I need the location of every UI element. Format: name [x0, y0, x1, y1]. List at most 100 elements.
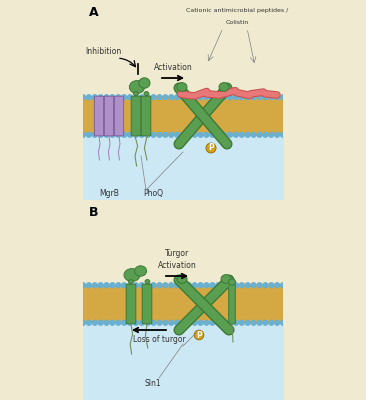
Circle shape — [193, 320, 197, 325]
Circle shape — [234, 132, 238, 137]
Circle shape — [110, 95, 115, 100]
Circle shape — [222, 95, 227, 100]
FancyBboxPatch shape — [229, 284, 235, 324]
Circle shape — [210, 132, 215, 137]
Circle shape — [245, 320, 250, 325]
Circle shape — [210, 283, 215, 288]
Circle shape — [187, 95, 191, 100]
Circle shape — [104, 320, 109, 325]
Circle shape — [198, 132, 203, 137]
Circle shape — [257, 283, 262, 288]
Ellipse shape — [219, 83, 229, 91]
Circle shape — [157, 320, 162, 325]
Circle shape — [263, 132, 268, 137]
Text: Colistin: Colistin — [225, 20, 249, 25]
Circle shape — [210, 320, 215, 325]
Ellipse shape — [139, 78, 150, 88]
Text: P: P — [208, 144, 214, 152]
Circle shape — [163, 95, 168, 100]
FancyBboxPatch shape — [126, 284, 136, 324]
Circle shape — [81, 320, 85, 325]
Circle shape — [275, 132, 280, 137]
Circle shape — [92, 283, 97, 288]
Circle shape — [163, 320, 168, 325]
Circle shape — [257, 320, 262, 325]
Circle shape — [193, 283, 197, 288]
Circle shape — [198, 95, 203, 100]
Circle shape — [122, 132, 127, 137]
Circle shape — [193, 132, 197, 137]
Circle shape — [134, 283, 138, 288]
Circle shape — [169, 320, 173, 325]
Circle shape — [134, 132, 138, 137]
Text: Sln1: Sln1 — [145, 379, 161, 388]
Circle shape — [234, 320, 238, 325]
Circle shape — [281, 320, 285, 325]
Circle shape — [175, 95, 179, 100]
Circle shape — [257, 95, 262, 100]
Circle shape — [216, 320, 221, 325]
Circle shape — [187, 320, 191, 325]
FancyBboxPatch shape — [104, 96, 113, 136]
Circle shape — [175, 283, 179, 288]
Circle shape — [180, 283, 186, 288]
Ellipse shape — [228, 279, 236, 285]
Circle shape — [198, 320, 203, 325]
Circle shape — [98, 132, 103, 137]
Circle shape — [222, 320, 227, 325]
Circle shape — [180, 95, 186, 100]
Ellipse shape — [177, 83, 187, 91]
Circle shape — [110, 320, 115, 325]
Ellipse shape — [177, 274, 187, 283]
Circle shape — [98, 320, 103, 325]
Circle shape — [187, 283, 191, 288]
Circle shape — [180, 320, 186, 325]
Circle shape — [98, 283, 103, 288]
Circle shape — [169, 95, 173, 100]
Circle shape — [239, 95, 244, 100]
Circle shape — [275, 95, 280, 100]
Circle shape — [269, 132, 274, 137]
Text: Loss of turgor: Loss of turgor — [132, 335, 185, 344]
Circle shape — [228, 283, 232, 288]
Circle shape — [157, 132, 162, 137]
Bar — [83, 284, 283, 324]
Circle shape — [251, 95, 256, 100]
Circle shape — [110, 132, 115, 137]
Text: A: A — [89, 6, 98, 19]
Ellipse shape — [206, 143, 216, 153]
FancyBboxPatch shape — [142, 284, 152, 324]
Circle shape — [139, 283, 144, 288]
Ellipse shape — [145, 280, 150, 284]
Circle shape — [157, 95, 162, 100]
Circle shape — [151, 283, 156, 288]
Circle shape — [145, 132, 150, 137]
Circle shape — [180, 132, 186, 137]
Circle shape — [228, 95, 232, 100]
Circle shape — [81, 283, 85, 288]
Circle shape — [193, 95, 197, 100]
Circle shape — [122, 95, 127, 100]
Bar — [83, 96, 283, 136]
Circle shape — [116, 283, 121, 288]
Circle shape — [228, 132, 232, 137]
Circle shape — [116, 320, 121, 325]
Circle shape — [210, 95, 215, 100]
Circle shape — [257, 132, 262, 137]
Circle shape — [92, 95, 97, 100]
Ellipse shape — [135, 266, 147, 276]
FancyBboxPatch shape — [115, 96, 124, 136]
Circle shape — [263, 320, 268, 325]
Circle shape — [187, 132, 191, 137]
Circle shape — [234, 95, 238, 100]
Circle shape — [175, 132, 179, 137]
Circle shape — [216, 132, 221, 137]
Circle shape — [104, 132, 109, 137]
Circle shape — [116, 95, 121, 100]
Circle shape — [222, 283, 227, 288]
Circle shape — [151, 320, 156, 325]
Circle shape — [239, 132, 244, 137]
Circle shape — [251, 320, 256, 325]
Circle shape — [281, 95, 285, 100]
Circle shape — [122, 283, 127, 288]
